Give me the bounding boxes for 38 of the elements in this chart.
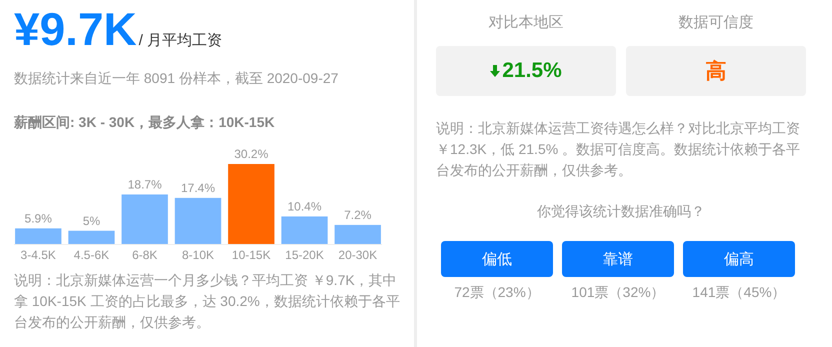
chart-title: ¥9.7K [14, 3, 137, 55]
x-tick-label: 4.5-6K [74, 248, 110, 262]
x-tick-label: 6-8K [132, 248, 158, 262]
text: 偏低 [441, 241, 553, 277]
text: 72票（23%） [453, 284, 541, 302]
data-label: 5.9% [24, 211, 52, 226]
text: 偏高 [683, 241, 795, 277]
bar [15, 228, 62, 244]
text: 数据可信度 [678, 13, 754, 32]
bar [334, 224, 381, 244]
x-tick-label: 8-10K [182, 248, 214, 262]
text: 141票（45%） [691, 284, 787, 302]
data-label: 10.4% [287, 199, 322, 214]
text: 数据统计来自近一年 8091 份样本，截至 2020-09-27 [14, 70, 338, 88]
text: 说明：北京新媒体运营一个月多少钱？平均工资 ￥9.7K，其中拿 10K-15K 工资的占比最多，达 30.2%，数据统计依赖于各平台发布的公开薪酬，仅供参考。 [14, 271, 401, 332]
bar [174, 198, 222, 244]
chart-subtitle: / 月平均工资 [138, 32, 222, 49]
text: 对比本地区 [488, 13, 564, 32]
text: 薪酬区间: 3K - 30K，最多人拿：10K-15K [14, 114, 275, 132]
bar [68, 230, 115, 244]
data-label: 18.7% [128, 177, 162, 192]
x-tick-label: 10-15K [232, 248, 271, 262]
data-label: 7.2% [344, 208, 372, 222]
text: 21.5% [502, 59, 562, 83]
x-tick-label: 15-20K [285, 248, 324, 262]
bar [122, 194, 168, 244]
data-label: 30.2% [234, 147, 269, 161]
text: 高 [626, 46, 806, 96]
x-tick-label: 20-30K [338, 248, 378, 262]
text: 靠谱 [562, 241, 674, 277]
data-label: 17.4% [180, 180, 216, 195]
text: 说明：北京新媒体运营工资待遇怎么样？对比北京平均工资￥12.3K，低 21.5% 。数据可信度高。数据统计依赖于各平台发布的公开薪酬，仅供参考。 [436, 119, 802, 180]
data-label: 5% [82, 214, 100, 228]
bar [281, 216, 328, 244]
x-tick-label: 3-4.5K [20, 248, 56, 262]
bar [228, 164, 274, 244]
text: 101票（32%） [570, 284, 666, 302]
text: 你觉得该统计数据准确吗？ [536, 203, 706, 221]
